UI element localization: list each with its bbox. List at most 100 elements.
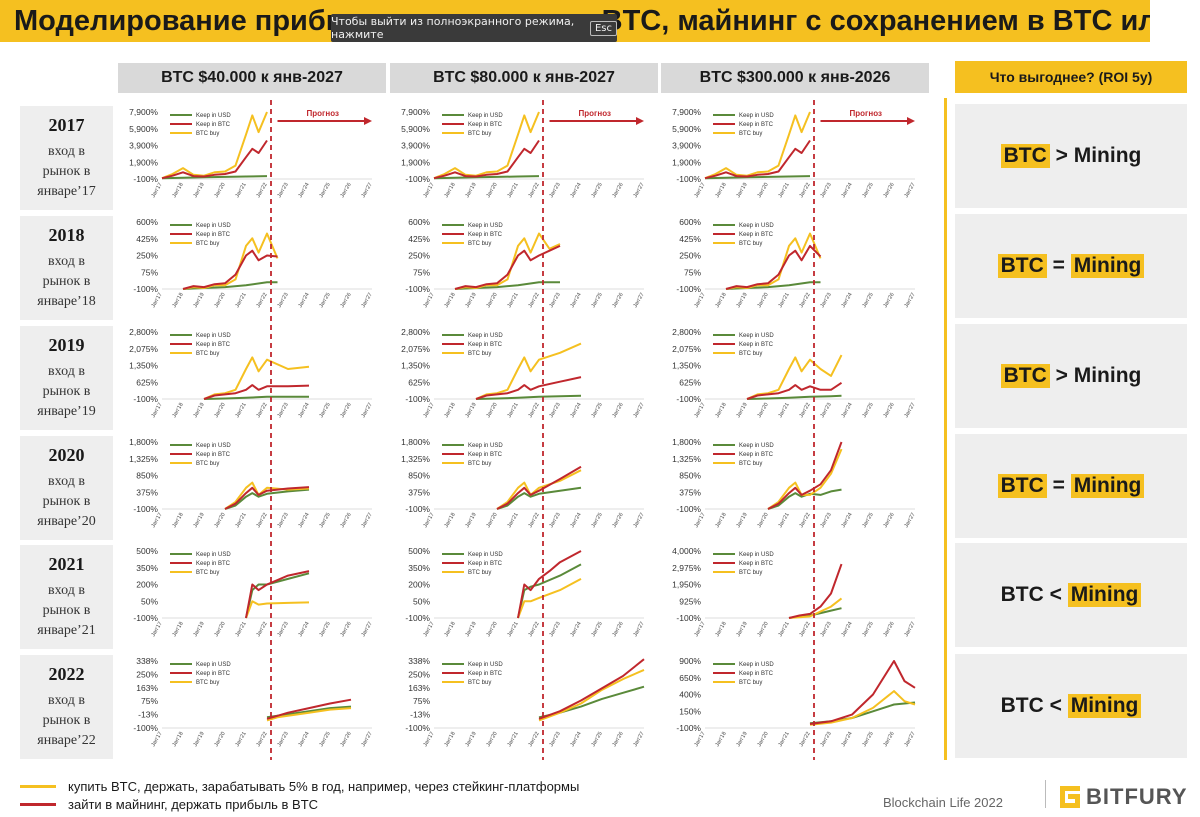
row-label-2021: 2021 вход в рынок в январе’21 bbox=[20, 545, 113, 649]
x-tick-label: Jan'27 bbox=[904, 182, 917, 199]
x-tick-label: Jan'24 bbox=[570, 731, 583, 748]
series-line-btc-buy bbox=[203, 356, 310, 400]
x-tick-label: Jan'27 bbox=[361, 512, 374, 529]
legend-entry: Keep in BTC bbox=[196, 122, 231, 128]
legend-entry: Keep in USD bbox=[468, 443, 503, 449]
x-tick-label: Jan'27 bbox=[361, 621, 374, 638]
esc-key[interactable]: Esc bbox=[589, 20, 617, 36]
legend-entry: Keep in USD bbox=[468, 552, 503, 558]
y-tick-label: -100% bbox=[676, 284, 701, 294]
y-tick-label: 925% bbox=[679, 596, 701, 606]
x-tick-label: Jan'19 bbox=[736, 402, 749, 419]
series-line-keep-in-usd bbox=[517, 563, 582, 619]
row-label-2017: 2017 вход в рынок в январе’17 bbox=[20, 106, 113, 210]
x-tick-label: Jan'27 bbox=[904, 731, 917, 748]
y-tick-label: 600% bbox=[408, 217, 430, 227]
x-tick-label: Jan'20 bbox=[486, 512, 499, 529]
result-left: BTC bbox=[1000, 583, 1044, 606]
legend-entry: BTC buy bbox=[196, 351, 219, 357]
series-line-keep-in-btc bbox=[266, 698, 352, 720]
x-tick-label: Jan'21 bbox=[507, 182, 520, 199]
y-tick-label: 250% bbox=[408, 669, 430, 679]
column-header-300k: BTC $300.000 к янв-2026 bbox=[661, 63, 929, 93]
y-tick-label: 625% bbox=[408, 377, 430, 387]
y-tick-label: 2,075% bbox=[129, 344, 158, 354]
x-tick-label: Jan'19 bbox=[193, 292, 206, 309]
x-tick-label: Jan'20 bbox=[214, 512, 227, 529]
y-tick-label: 5,900% bbox=[401, 124, 430, 134]
result-left: BTC bbox=[997, 254, 1047, 278]
x-tick-label: Jan'27 bbox=[633, 182, 646, 199]
x-tick-label: Jan'27 bbox=[633, 731, 646, 748]
row-desc-3: январе’17 bbox=[37, 183, 96, 199]
x-tick-label: Jan'17 bbox=[694, 512, 707, 529]
x-tick-label: Jan'27 bbox=[361, 402, 374, 419]
x-tick-label: Jan'27 bbox=[361, 731, 374, 748]
result-right: Mining bbox=[1067, 694, 1142, 718]
x-tick-label: Jan'24 bbox=[298, 292, 311, 309]
event-name: Blockchain Life 2022 bbox=[883, 795, 1003, 810]
y-tick-label: 425% bbox=[408, 234, 430, 244]
y-tick-label: 5,900% bbox=[129, 124, 158, 134]
result-right: Mining bbox=[1067, 583, 1142, 607]
x-tick-label: Jan'27 bbox=[633, 621, 646, 638]
x-tick-label: Jan'20 bbox=[486, 292, 499, 309]
legend-label: купить BTC, держать, зарабатывать 5% в г… bbox=[68, 779, 580, 794]
y-tick-label: -100% bbox=[405, 504, 430, 514]
y-tick-label: 338% bbox=[408, 656, 430, 666]
y-tick-label: 163% bbox=[136, 683, 158, 693]
x-tick-label: Jan'17 bbox=[151, 621, 164, 638]
y-tick-label: 1,800% bbox=[129, 437, 158, 447]
row-desc-3: январе’22 bbox=[37, 732, 96, 748]
row-desc-1: вход в bbox=[48, 143, 85, 159]
legend-btc-buy: купить BTC, держать, зарабатывать 5% в г… bbox=[20, 779, 579, 794]
row-desc-1: вход в bbox=[48, 253, 85, 269]
series-line-keep-in-usd bbox=[746, 394, 842, 400]
y-tick-label: 3,900% bbox=[401, 141, 430, 151]
y-tick-label: 1,900% bbox=[672, 157, 701, 167]
x-tick-label: Jan'25 bbox=[319, 182, 332, 199]
legend-entry: Keep in USD bbox=[739, 223, 774, 229]
x-tick-label: Jan'21 bbox=[507, 512, 520, 529]
x-tick-label: Jan'20 bbox=[214, 182, 227, 199]
x-tick-label: Jan'21 bbox=[235, 402, 248, 419]
x-tick-label: Jan'23 bbox=[549, 292, 562, 309]
chart-2019-80k: 2,800% 2,075% 1,350% 625% -100%Jan'17 Jan'18 J… bbox=[401, 327, 646, 419]
x-tick-label: Jan'17 bbox=[694, 182, 707, 199]
series-line-btc-buy bbox=[475, 342, 582, 400]
y-tick-label: 1,800% bbox=[672, 437, 701, 447]
x-tick-label: Jan'18 bbox=[444, 402, 457, 419]
series-line-btc-buy bbox=[538, 668, 645, 722]
y-tick-label: 1,900% bbox=[401, 157, 430, 167]
x-tick-label: Jan'24 bbox=[570, 402, 583, 419]
x-tick-label: Jan'23 bbox=[549, 182, 562, 199]
row-year: 2018 bbox=[48, 224, 85, 245]
y-tick-label: 600% bbox=[679, 217, 701, 227]
x-tick-label: Jan'24 bbox=[298, 731, 311, 748]
row-label-2020: 2020 вход в рынок в январе’20 bbox=[20, 436, 113, 540]
y-tick-label: 250% bbox=[136, 669, 158, 679]
x-tick-label: Jan'26 bbox=[612, 512, 625, 529]
y-tick-label: 2,075% bbox=[672, 344, 701, 354]
series-line-keep-in-usd bbox=[161, 175, 268, 180]
y-tick-label: 2,975% bbox=[672, 563, 701, 573]
legend-entry: BTC buy bbox=[196, 570, 219, 576]
series-line-btc-buy bbox=[433, 111, 540, 180]
x-tick-label: Jan'23 bbox=[549, 402, 562, 419]
chart-2022-80k: 338% 250% 163% 75% -13% -100%Jan'17 Jan'18 Jan'… bbox=[405, 656, 646, 748]
result-right: Mining bbox=[1073, 364, 1142, 387]
y-tick-label: -100% bbox=[676, 394, 701, 404]
x-tick-label: Jan'26 bbox=[612, 621, 625, 638]
x-tick-label: Jan'21 bbox=[778, 182, 791, 199]
y-tick-label: 75% bbox=[141, 696, 158, 706]
row-desc-2: рынок в bbox=[42, 383, 91, 399]
x-tick-label: Jan'22 bbox=[799, 512, 812, 529]
x-tick-label: Jan'23 bbox=[549, 731, 562, 748]
result-left: BTC bbox=[1000, 364, 1050, 388]
chart-2019-40k: 2,800% 2,075% 1,350% 625% -100%Jan'17 Jan'18 J… bbox=[129, 327, 374, 419]
x-tick-label: Jan'17 bbox=[423, 402, 436, 419]
legend-entry: BTC buy bbox=[196, 461, 219, 467]
legend-entry: BTC buy bbox=[196, 131, 219, 137]
series-line-keep-in-btc bbox=[475, 376, 582, 400]
y-tick-label: 500% bbox=[408, 546, 430, 556]
